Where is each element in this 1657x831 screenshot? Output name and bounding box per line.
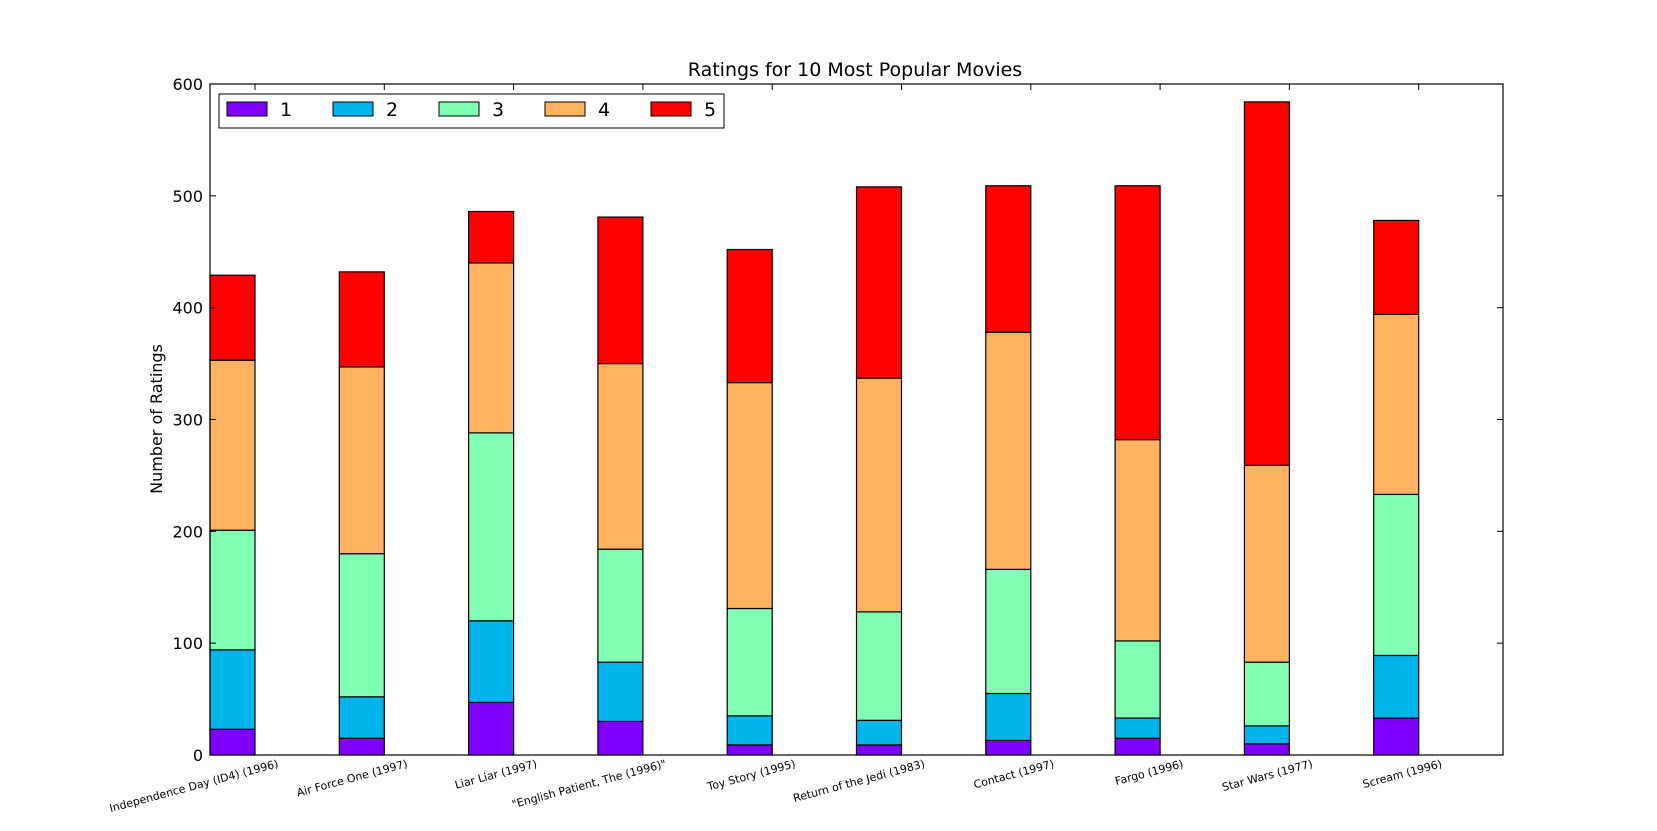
bar-segment-rating-2	[338, 696, 385, 739]
legend-label: 5	[704, 99, 716, 121]
bar-segment-rating-1	[209, 728, 256, 756]
legend-swatch	[332, 101, 374, 117]
y-axis-label: Number of Ratings	[147, 344, 166, 494]
chart-title: Ratings for 10 Most Popular Movies	[688, 59, 1022, 81]
bar-segment-rating-1	[726, 744, 773, 756]
bar-segment-rating-3	[726, 607, 773, 717]
bar-segment-rating-4	[1243, 464, 1291, 663]
bar-segment-rating-2	[1243, 725, 1291, 745]
y-tick-label: 400	[172, 299, 203, 318]
bar-segment-rating-4	[726, 381, 773, 610]
bar-segment-rating-2	[726, 715, 773, 746]
bar-segment-rating-4	[1114, 439, 1161, 642]
bar-segment-rating-1	[855, 744, 903, 756]
bar-segment-rating-4	[209, 359, 256, 531]
legend-label: 3	[492, 99, 504, 121]
bar-segment-rating-2	[985, 692, 1032, 742]
bar-segment-rating-4	[597, 362, 644, 550]
bar-segment-rating-4	[985, 331, 1032, 570]
bar-segment-rating-3	[209, 529, 256, 651]
bar-segment-rating-3	[1114, 640, 1161, 719]
bar-segment-rating-5	[338, 271, 385, 368]
bar-segment-rating-3	[985, 568, 1032, 695]
bar-segment-rating-2	[209, 649, 256, 730]
bar-segment-rating-2	[855, 719, 903, 746]
bars-group	[209, 101, 1420, 756]
y-tick-label: 0	[193, 746, 203, 765]
bar-segment-rating-1	[1243, 743, 1291, 756]
legend-swatch	[650, 101, 692, 117]
bar-segment-rating-3	[1243, 661, 1291, 727]
legend-swatch	[226, 101, 268, 117]
y-tick-label: 300	[172, 411, 203, 430]
bar-segment-rating-5	[985, 185, 1032, 333]
bar-segment-rating-3	[597, 548, 644, 663]
bar-segment-rating-3	[1373, 493, 1420, 657]
bar-segment-rating-3	[855, 611, 903, 721]
bar-segment-rating-5	[1114, 185, 1161, 441]
bar-segment-rating-1	[985, 739, 1032, 756]
bar-segment-rating-1	[1114, 737, 1161, 756]
legend: 1 2 3 4 5	[218, 93, 725, 129]
bar-segment-rating-4	[468, 262, 515, 434]
bar-segment-rating-5	[597, 216, 644, 365]
bar-segment-rating-4	[855, 377, 903, 613]
bar-segment-rating-2	[1114, 717, 1161, 739]
legend-label: 2	[386, 99, 398, 121]
bar-segment-rating-3	[468, 432, 515, 622]
bar-segment-rating-5	[855, 186, 903, 379]
bar-segment-rating-2	[468, 620, 515, 704]
bar-segment-rating-5	[209, 274, 256, 361]
bar-segment-rating-1	[468, 701, 515, 756]
bar-segment-rating-3	[338, 553, 385, 698]
bar-segment-rating-1	[338, 737, 385, 756]
plot-frame	[209, 83, 1504, 756]
bar-segment-rating-5	[726, 248, 773, 384]
y-tick-label: 600	[172, 75, 203, 94]
bar-segment-rating-2	[597, 661, 644, 723]
legend-label: 4	[598, 99, 610, 121]
y-axis: 0 100 200 300 400 500 600	[172, 75, 1503, 765]
bar-segment-rating-5	[1373, 219, 1420, 315]
bar-segment-rating-1	[1373, 717, 1420, 756]
y-tick-label: 100	[172, 634, 203, 653]
legend-swatch	[544, 101, 586, 117]
bar-segment-rating-1	[597, 720, 644, 756]
bar-segment-rating-4	[338, 366, 385, 555]
legend-swatch	[438, 101, 480, 117]
bar-segment-rating-5	[468, 210, 515, 264]
y-tick-label: 500	[172, 187, 203, 206]
legend-label: 1	[280, 99, 292, 121]
y-tick-label: 200	[172, 522, 203, 541]
bar-segment-rating-4	[1373, 313, 1420, 496]
bar-segment-rating-2	[1373, 654, 1420, 719]
bar-segment-rating-5	[1243, 101, 1291, 466]
